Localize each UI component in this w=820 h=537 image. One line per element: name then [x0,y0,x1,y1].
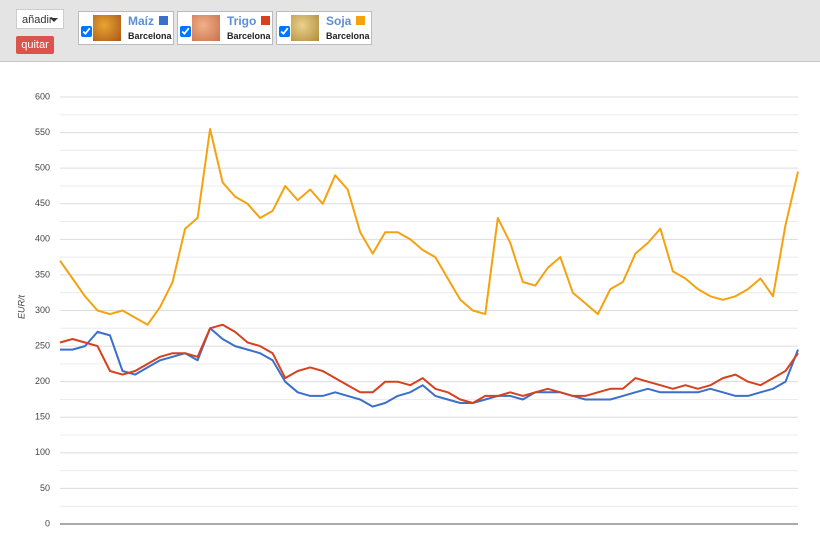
series-checkbox[interactable] [180,26,191,37]
y-tick-label: 150 [35,412,50,422]
y-tick-label: 350 [35,269,50,279]
series-image [192,15,220,41]
y-tick-label: 300 [35,305,50,315]
series-swatch [159,16,168,25]
add-dropdown[interactable]: añadir [16,9,64,29]
series-card[interactable]: Maíz Barcelona [78,11,174,45]
series-checkbox[interactable] [81,26,92,37]
y-tick-label: 0 [45,518,50,528]
series-swatch [356,16,365,25]
y-tick-label: 100 [35,447,50,457]
series-card[interactable]: Soja Barcelona [276,11,372,45]
series-location: Barcelona [128,31,172,41]
series-card[interactable]: Trigo Barcelona [177,11,273,45]
series-line [59,128,799,326]
y-tick-label: 500 [35,163,50,173]
remove-button[interactable]: quitar [16,36,54,54]
toolbar: añadir quitar Maíz Barcelona Trigo Barcelon… [0,0,820,62]
series-location: Barcelona [326,31,370,41]
y-tick-label: 600 [35,91,50,101]
y-tick-label: 200 [35,376,50,386]
series-line [60,327,799,408]
y-tick-label: 450 [35,198,50,208]
series-image [291,15,319,41]
series-line [59,323,799,404]
y-tick-label: 250 [35,340,50,350]
series-location: Barcelona [227,31,271,41]
series-name: Maíz [128,14,155,28]
series-image [93,15,121,41]
series-swatch [261,16,270,25]
series-checkbox[interactable] [279,26,290,37]
series-name: Trigo [227,14,257,28]
y-tick-label: 400 [35,234,50,244]
series-name: Soja [326,14,352,28]
y-tick-label: 550 [35,127,50,137]
y-tick-label: 50 [40,483,50,493]
y-axis-label: EUR/t [16,295,26,320]
